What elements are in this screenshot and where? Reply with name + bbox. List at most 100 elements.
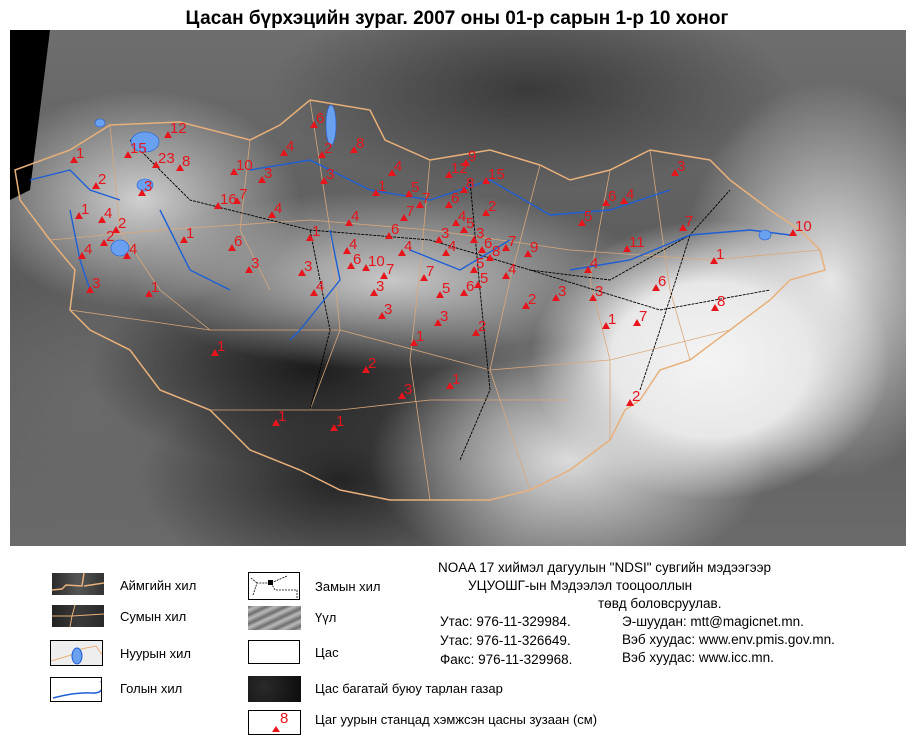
station-marker bbox=[522, 302, 530, 309]
station-snow-depth: 6 bbox=[353, 251, 361, 268]
station-marker bbox=[152, 161, 160, 168]
patchy-snow-swatch bbox=[248, 676, 301, 702]
station-marker bbox=[306, 234, 314, 241]
snow-swatch bbox=[248, 640, 300, 664]
station-marker bbox=[452, 219, 460, 226]
station-marker bbox=[372, 189, 380, 196]
station-snow-depth: 1 bbox=[217, 338, 225, 355]
station-marker bbox=[633, 319, 641, 326]
station-snow-depth: 6 bbox=[484, 235, 492, 252]
station-snow-depth: 4 bbox=[104, 205, 112, 222]
station-snow-depth: 4 bbox=[351, 208, 359, 225]
station-marker bbox=[416, 201, 424, 208]
station-marker bbox=[462, 159, 470, 166]
station-marker bbox=[578, 219, 586, 226]
station-snow-depth: 3 bbox=[441, 225, 449, 242]
station-marker bbox=[228, 244, 236, 251]
station-snow-depth: 10 bbox=[368, 253, 385, 270]
lakes bbox=[94, 104, 772, 257]
station-snow-depth: 3 bbox=[677, 158, 685, 175]
station-marker bbox=[460, 226, 468, 233]
station-marker bbox=[470, 266, 478, 273]
station-marker bbox=[176, 164, 184, 171]
station-snow-depth: 1 bbox=[151, 279, 159, 296]
station-sample-value: 8 bbox=[280, 710, 289, 727]
station-snow-depth: 4 bbox=[129, 241, 137, 258]
station-snow-depth: 3 bbox=[144, 178, 152, 195]
station-snow-depth: 10 bbox=[795, 218, 812, 235]
station-snow-depth: 4 bbox=[349, 236, 357, 253]
station-marker bbox=[679, 224, 687, 231]
station-marker bbox=[164, 131, 172, 138]
station-marker bbox=[268, 211, 276, 218]
legend-label: Сумын хил bbox=[120, 609, 187, 624]
station-snow-depth: 7 bbox=[422, 190, 430, 207]
station-snow-depth: 3 bbox=[264, 165, 272, 182]
legend-label: Цаг уурын станцад хэмжсэн цасны зузаан (… bbox=[315, 712, 598, 727]
station-snow-depth: 1 bbox=[608, 311, 616, 328]
station-snow-depth: 1 bbox=[378, 178, 386, 195]
legend-label: Цас bbox=[315, 645, 339, 660]
phone-2: Утас: 976-11-326649. bbox=[440, 633, 571, 648]
lake-swatch bbox=[50, 640, 103, 666]
station-snow-depth: 12 bbox=[170, 120, 187, 137]
station-snow-depth: 4 bbox=[286, 138, 294, 155]
station-snow-depth: 9 bbox=[530, 239, 538, 256]
station-snow-depth: 6 bbox=[608, 188, 616, 205]
station-snow-depth: 5 bbox=[480, 270, 488, 287]
legend-label: Голын хил bbox=[120, 681, 183, 696]
river-swatch bbox=[50, 677, 102, 702]
station-marker bbox=[380, 272, 388, 279]
station-marker bbox=[626, 399, 634, 406]
station-snow-depth: 5 bbox=[442, 280, 450, 297]
website-2[interactable]: Вэб хуудас: www.icc.mn. bbox=[622, 650, 774, 665]
station-marker bbox=[410, 339, 418, 346]
station-snow-depth: 3 bbox=[595, 283, 603, 300]
station-marker bbox=[552, 294, 560, 301]
station-snow-depth: 4 bbox=[394, 158, 402, 175]
station-snow-depth: 7 bbox=[685, 213, 693, 230]
station-marker bbox=[445, 171, 453, 178]
rivers bbox=[29, 159, 791, 341]
station-marker bbox=[472, 329, 480, 336]
station-snow-depth: 4 bbox=[316, 278, 324, 295]
station-marker bbox=[145, 290, 153, 297]
station-marker bbox=[280, 149, 288, 156]
station-snow-depth: 1 bbox=[336, 413, 344, 430]
station-marker bbox=[180, 236, 188, 243]
station-marker bbox=[112, 226, 120, 233]
province-borders bbox=[49, 99, 821, 501]
station-snow-depth: 8 bbox=[356, 135, 364, 152]
snow-cover-map: 12 15 23 8 1 2 3 1 4 2 2 4 4 3 1 1 6 10 16 7 3 4 3 1 6 2 4 8 3 4 1 5 7 7 1… bbox=[10, 30, 906, 546]
station-snow-depth: 7 bbox=[386, 261, 394, 278]
station-snow-depth: 6 bbox=[391, 221, 399, 238]
station-snow-depth: 4 bbox=[274, 200, 282, 217]
station-snow-depth: 1 bbox=[76, 145, 84, 162]
station-marker bbox=[446, 382, 454, 389]
station-snow-depth: 2 bbox=[528, 291, 536, 308]
website-1[interactable]: Вэб хуудас: www.env.pmis.gov.mn. bbox=[622, 632, 835, 647]
fax: Факс: 976-11-329968. bbox=[440, 652, 573, 667]
cloud-swatch bbox=[248, 606, 301, 630]
station-snow-depth: 4 bbox=[590, 255, 598, 272]
station-snow-depth: 6 bbox=[451, 190, 459, 207]
station-snow-depth: 6 bbox=[466, 278, 474, 295]
station-marker bbox=[100, 239, 108, 246]
station-snow-depth: 2 bbox=[632, 388, 640, 405]
station-snow-depth: 8 bbox=[717, 293, 725, 310]
email[interactable]: Э-шуудан: mtt@magicnet.mn. bbox=[622, 614, 804, 629]
station-marker bbox=[378, 312, 386, 319]
station-marker bbox=[98, 216, 106, 223]
station-snow-depth: 3 bbox=[92, 275, 100, 292]
station-marker bbox=[502, 244, 510, 251]
station-marker bbox=[86, 286, 94, 293]
station-snow-depth: 8 bbox=[492, 243, 500, 260]
phone-1: Утас: 976-11-329984. bbox=[440, 614, 571, 629]
station-snow-depth: 7 bbox=[406, 203, 414, 220]
station-snow-depth: 3 bbox=[251, 255, 259, 272]
station-marker bbox=[470, 236, 478, 243]
station-snow-depth: 10 bbox=[236, 157, 253, 174]
station-marker bbox=[589, 294, 597, 301]
